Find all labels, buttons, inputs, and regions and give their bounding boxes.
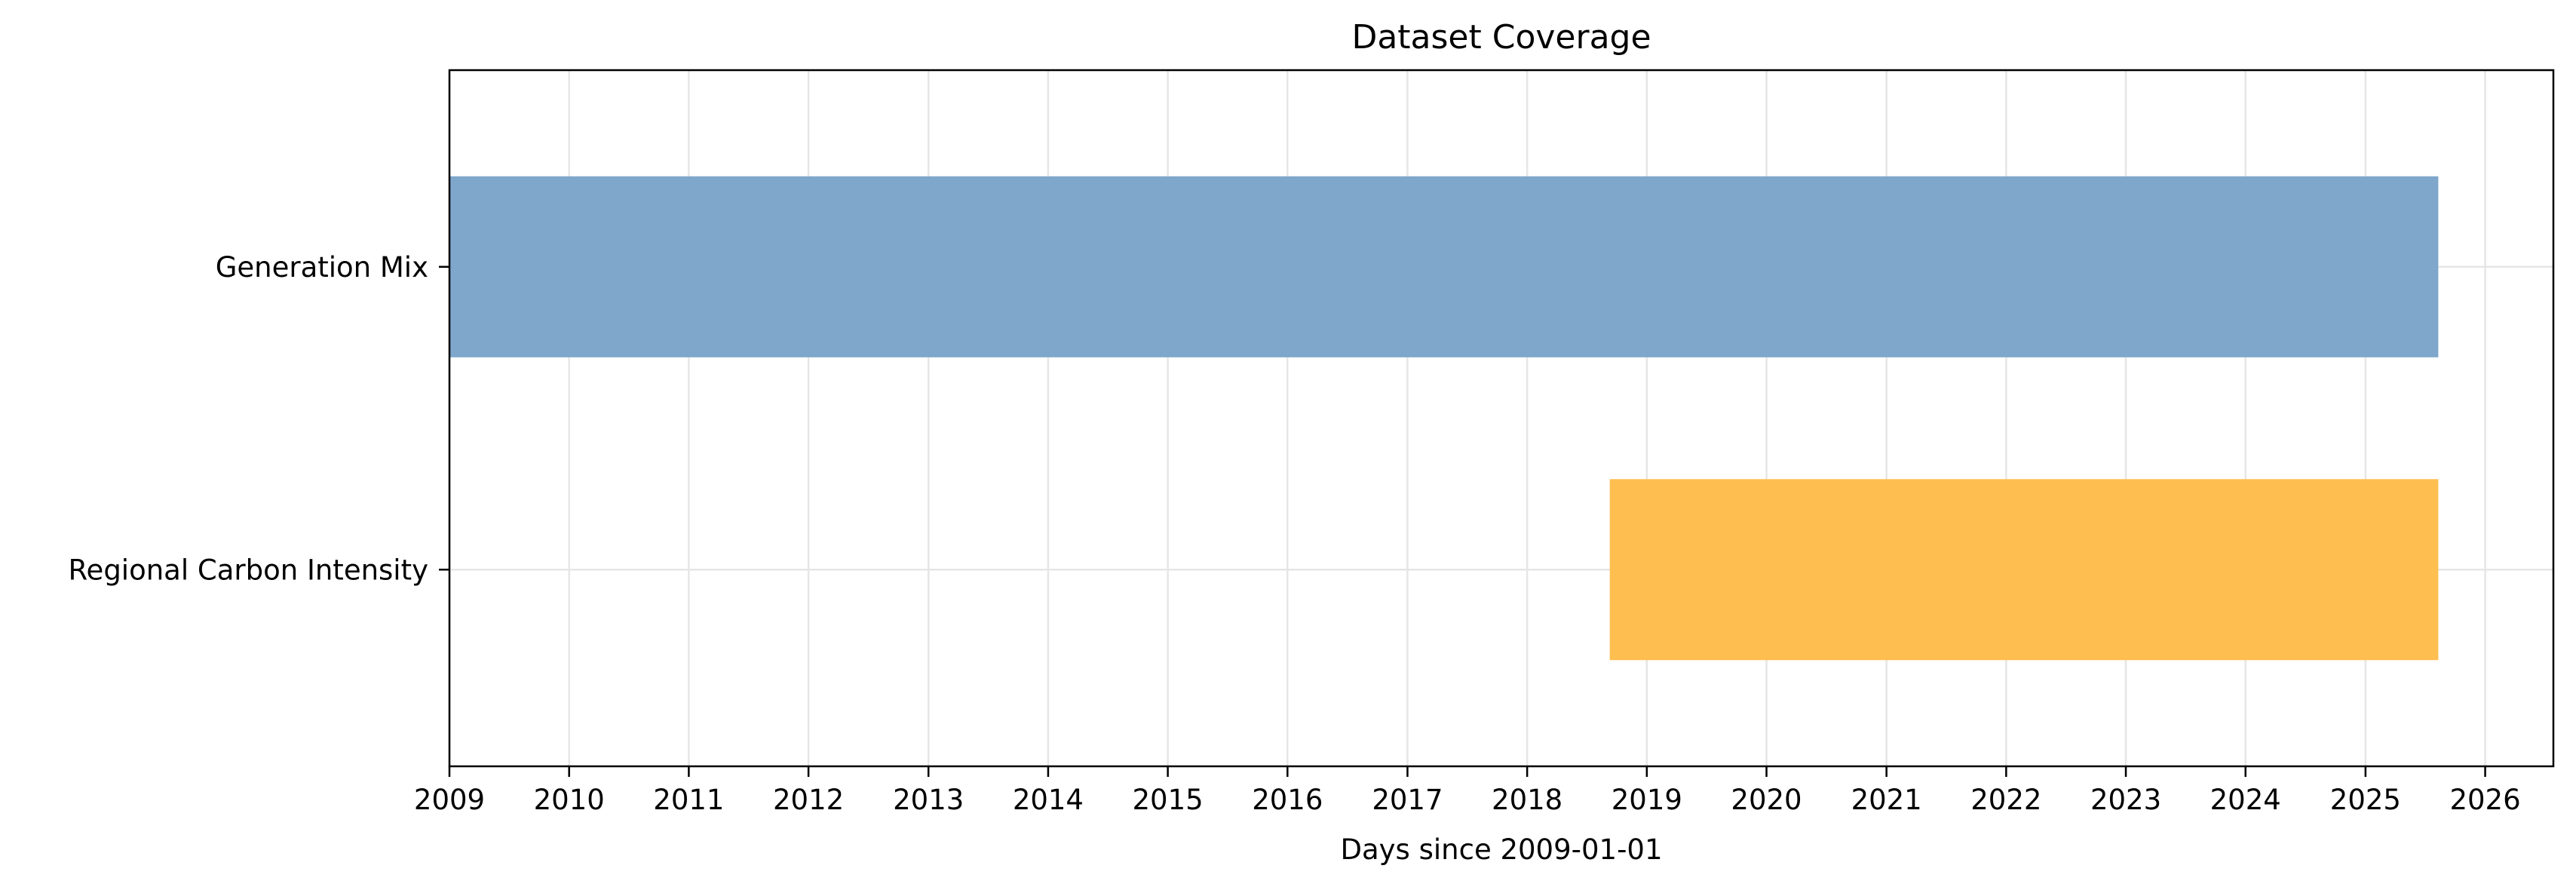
x-tick-label: 2022 — [1970, 784, 2041, 816]
x-tick-label: 2020 — [1731, 784, 1802, 816]
x-tick-label: 2025 — [2330, 784, 2401, 816]
x-tick-label: 2017 — [1372, 784, 1443, 816]
axis-layer: 2009 2010 2011 2012 2013 2014 2015 2016 2017 2018… — [69, 251, 2521, 816]
x-tick-label: 2010 — [534, 784, 605, 816]
x-tick-label: 2024 — [2210, 784, 2281, 816]
x-tick-label: 2018 — [1492, 784, 1562, 816]
x-tick-label: 2013 — [893, 784, 964, 816]
plot-frame — [448, 69, 2555, 768]
x-tick-label: 2019 — [1612, 784, 1682, 816]
x-axis-label: Days since 2009-01-01 — [1341, 833, 1663, 866]
y-tick-label: Regional Carbon Intensity — [69, 554, 428, 586]
coverage-bar-regional-carbon-intensity — [1609, 479, 2439, 661]
bar-layer — [449, 176, 2439, 661]
coverage-bar-generation-mix — [449, 176, 2439, 358]
x-tick-label: 2009 — [414, 784, 485, 816]
x-tick-label: 2026 — [2449, 784, 2520, 816]
chart-title: Dataset Coverage — [1351, 18, 1651, 57]
x-tick-label: 2015 — [1133, 784, 1204, 816]
x-tick-label: 2023 — [2090, 784, 2161, 816]
y-tick-label: Generation Mix — [216, 251, 428, 284]
x-tick-label: 2011 — [653, 784, 724, 816]
x-tick-label: 2021 — [1851, 784, 1922, 816]
x-tick-label: 2016 — [1252, 784, 1323, 816]
x-tick-label: 2012 — [773, 784, 844, 816]
x-tick-label: 2014 — [1013, 784, 1084, 816]
